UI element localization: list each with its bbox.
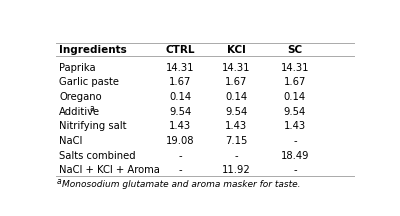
Text: CTRL: CTRL: [166, 44, 195, 54]
Text: Nitrifying salt: Nitrifying salt: [59, 121, 127, 131]
Text: 9.54: 9.54: [284, 107, 306, 117]
Text: 14.31: 14.31: [222, 63, 250, 73]
Text: 1.43: 1.43: [284, 121, 306, 131]
Text: a: a: [56, 177, 61, 186]
Text: 1.43: 1.43: [225, 121, 247, 131]
Text: 0.14: 0.14: [169, 92, 191, 102]
Text: SC: SC: [287, 44, 302, 54]
Text: 1.67: 1.67: [169, 78, 191, 87]
Text: Ingredients: Ingredients: [59, 44, 127, 54]
Text: 19.08: 19.08: [166, 136, 194, 146]
Text: 18.49: 18.49: [281, 151, 309, 161]
Text: -: -: [234, 151, 238, 161]
Text: Additive: Additive: [59, 107, 100, 117]
Text: 0.14: 0.14: [284, 92, 306, 102]
Text: 14.31: 14.31: [281, 63, 309, 73]
Text: 9.54: 9.54: [225, 107, 247, 117]
Text: 11.92: 11.92: [222, 165, 250, 175]
Text: Garlic paste: Garlic paste: [59, 78, 119, 87]
Text: Oregano: Oregano: [59, 92, 102, 102]
Text: Monosodium glutamate and aroma masker for taste.: Monosodium glutamate and aroma masker fo…: [62, 180, 300, 189]
Text: Salts combined: Salts combined: [59, 151, 136, 161]
Text: Paprika: Paprika: [59, 63, 96, 73]
Text: NaCl + KCl + Aroma: NaCl + KCl + Aroma: [59, 165, 160, 175]
Text: 1.67: 1.67: [225, 78, 247, 87]
Text: -: -: [293, 136, 297, 146]
Text: 0.14: 0.14: [225, 92, 247, 102]
Text: 9.54: 9.54: [169, 107, 191, 117]
Text: -: -: [178, 165, 182, 175]
Text: 14.31: 14.31: [166, 63, 194, 73]
Text: -: -: [178, 151, 182, 161]
Text: -: -: [293, 165, 297, 175]
Text: 1.43: 1.43: [169, 121, 191, 131]
Text: NaCl: NaCl: [59, 136, 83, 146]
Text: a: a: [90, 104, 94, 113]
Text: 7.15: 7.15: [225, 136, 247, 146]
Text: 1.67: 1.67: [284, 78, 306, 87]
Text: KCl: KCl: [227, 44, 245, 54]
